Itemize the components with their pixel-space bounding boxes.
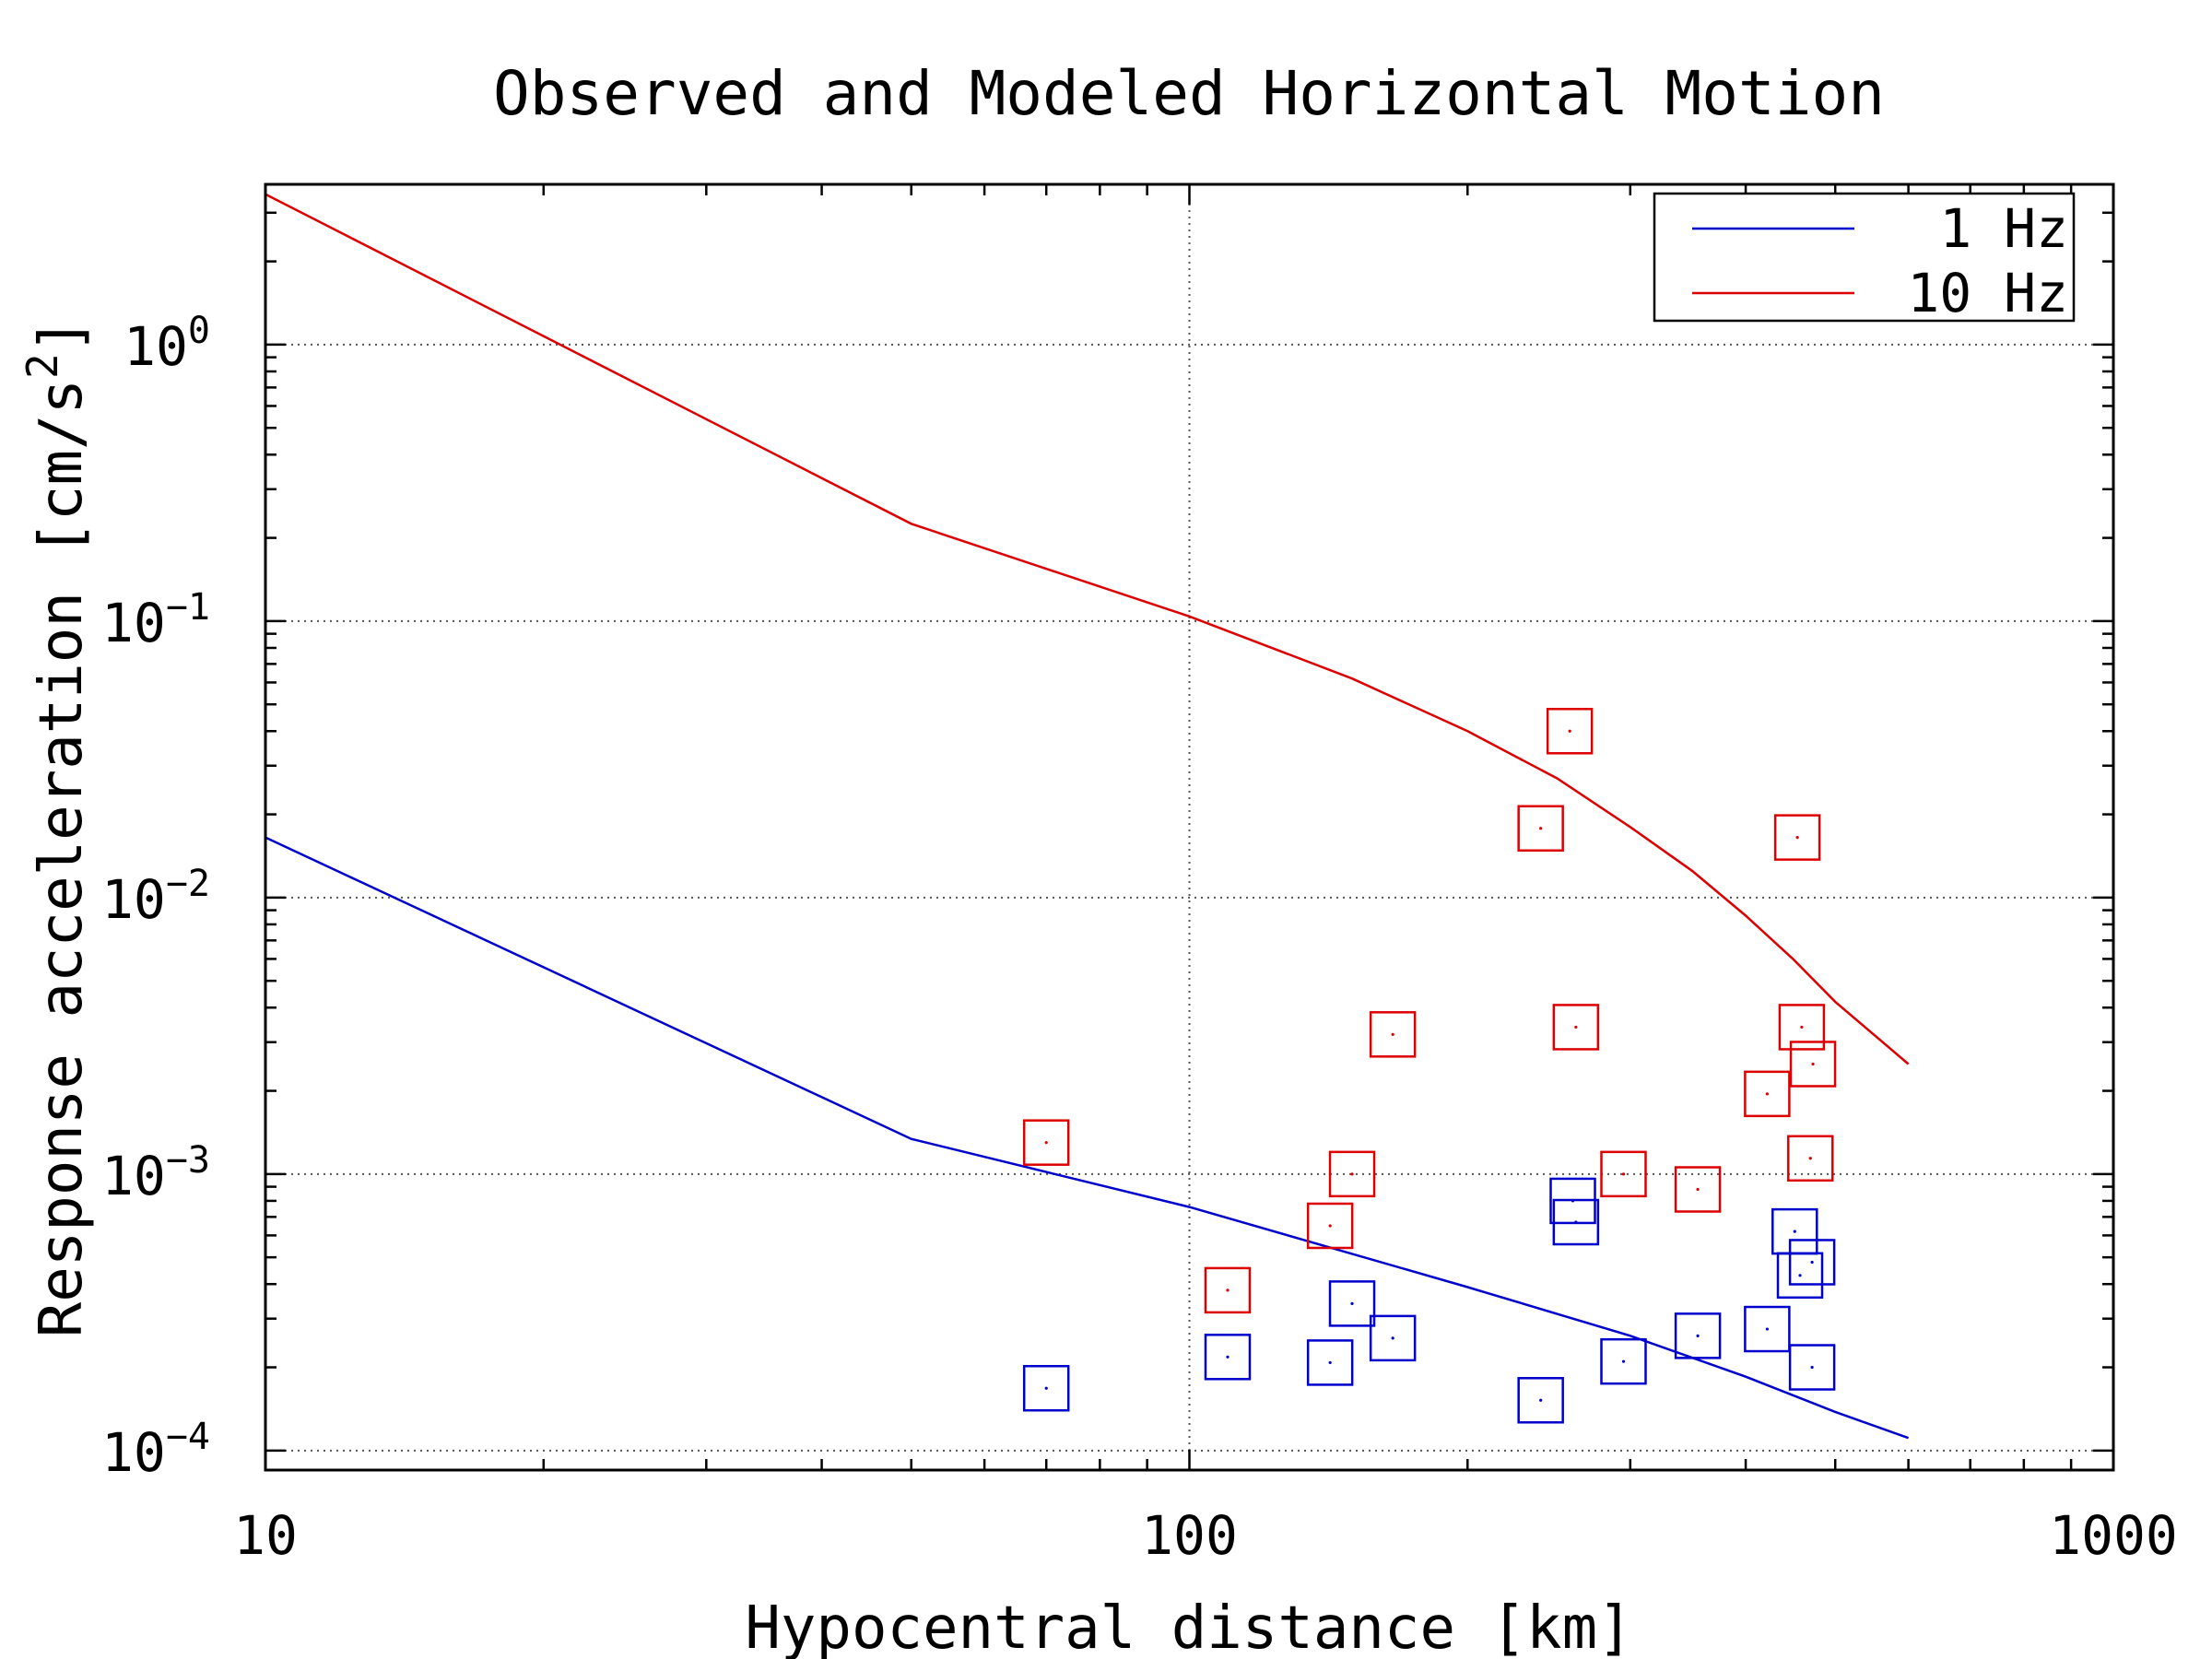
- data-marker: [1204, 1266, 1252, 1314]
- data-marker-center: [1044, 1386, 1048, 1390]
- data-marker-center: [1793, 1230, 1796, 1233]
- y-tick-exponent: −4: [166, 1416, 210, 1458]
- y-tick-base: 10: [101, 1145, 166, 1207]
- data-marker: [1787, 1135, 1834, 1182]
- data-marker-center: [1226, 1355, 1230, 1359]
- y-tick-label: 100: [124, 310, 210, 378]
- data-marker: [1773, 814, 1821, 861]
- data-marker: [1778, 1004, 1826, 1051]
- ticks: [264, 184, 2113, 1470]
- data-marker-center: [1795, 836, 1799, 840]
- y-tick-base: 10: [124, 315, 188, 378]
- data-marker-center: [1391, 1032, 1394, 1036]
- data-marker: [1744, 1305, 1791, 1353]
- data-marker-center: [1810, 1260, 1814, 1265]
- x-tick-labels: 10 100 1000: [233, 1504, 2178, 1567]
- y-tick-label: 10−3: [101, 1139, 210, 1207]
- data-marker-center: [1226, 1288, 1230, 1292]
- data-marker-center: [1328, 1224, 1332, 1228]
- legend-label: 1 Hz: [1939, 197, 2068, 260]
- data-marker-center: [1044, 1141, 1048, 1145]
- y-tick-exponent: 0: [188, 310, 210, 352]
- data-marker-center: [1765, 1327, 1769, 1331]
- legend-box: [1653, 192, 2076, 323]
- data-marker-center: [1574, 1025, 1578, 1030]
- data-marker: [1744, 1070, 1791, 1118]
- y-tick-exponent: −2: [166, 863, 210, 905]
- data-marker-center: [1568, 729, 1571, 733]
- data-marker: [1517, 805, 1564, 853]
- series-lines: [265, 193, 1910, 1440]
- data-marker: [1600, 1337, 1647, 1385]
- data-marker: [1788, 1344, 1836, 1391]
- data-marker-center: [1696, 1187, 1700, 1192]
- x-tick-label: 1000: [2049, 1504, 2178, 1567]
- data-marker: [1789, 1041, 1837, 1088]
- data-marker-center: [1808, 1157, 1812, 1160]
- y-tick-base: 10: [101, 1421, 166, 1484]
- y-tick-label: 10−4: [101, 1416, 210, 1484]
- y-axis-label-end: ]: [28, 318, 96, 354]
- data-marker-center: [1574, 1220, 1578, 1224]
- chart-title: Observed and Modeled Horizontal Motion: [493, 58, 1885, 129]
- y-axis-label-sup: 2: [18, 353, 67, 379]
- data-marker: [1022, 1119, 1070, 1166]
- data-marker: [1517, 1377, 1564, 1424]
- data-marker-center: [1391, 1336, 1394, 1340]
- data-marker-center: [1800, 1025, 1804, 1030]
- data-marker: [1204, 1334, 1252, 1381]
- y-tick-base: 10: [101, 592, 166, 654]
- y-axis-label-text: Response acceleration [cm/s: [28, 379, 96, 1337]
- y-tick-exponent: −3: [166, 1139, 210, 1182]
- y-tick-label: 10−1: [101, 586, 210, 654]
- data-marker-center: [1696, 1334, 1700, 1337]
- data-marker-center: [1539, 1398, 1543, 1402]
- series-line-10-hz: [265, 193, 1910, 1065]
- data-marker-center: [1350, 1301, 1354, 1305]
- data-marker-center: [1539, 827, 1543, 830]
- markers: [1022, 708, 1837, 1424]
- x-axis-label: Hypocentral distance [km]: [745, 1594, 1632, 1659]
- data-marker: [1552, 1198, 1600, 1246]
- y-tick-exponent: −1: [166, 586, 210, 629]
- data-marker: [1674, 1166, 1722, 1213]
- legend-label: 10 Hz: [1907, 262, 2068, 324]
- data-marker-center: [1621, 1172, 1626, 1176]
- data-marker-center: [1798, 1274, 1802, 1277]
- y-tick-base: 10: [101, 868, 166, 931]
- data-marker-center: [1621, 1359, 1626, 1363]
- data-marker: [1328, 1150, 1376, 1198]
- data-marker: [1369, 1011, 1417, 1058]
- data-marker: [1546, 708, 1594, 755]
- data-marker: [1328, 1280, 1376, 1327]
- data-marker-center: [1810, 1365, 1814, 1370]
- data-marker: [1788, 1239, 1836, 1286]
- y-axis-label: Response acceleration [cm/s2]: [18, 318, 96, 1338]
- data-marker: [1674, 1312, 1722, 1359]
- data-marker-center: [1765, 1092, 1769, 1096]
- data-marker: [1022, 1364, 1070, 1412]
- y-tick-label: 10−2: [101, 863, 210, 931]
- data-marker: [1369, 1314, 1417, 1362]
- x-tick-label: 10: [233, 1504, 298, 1567]
- data-marker: [1552, 1004, 1600, 1051]
- x-tick-label: 100: [1141, 1504, 1238, 1567]
- data-marker: [1306, 1339, 1354, 1386]
- data-marker: [1776, 1252, 1824, 1300]
- data-marker: [1600, 1150, 1647, 1198]
- data-marker-center: [1811, 1062, 1815, 1066]
- data-marker-center: [1350, 1172, 1354, 1176]
- series-line-1-hz: [265, 836, 1910, 1440]
- data-marker: [1306, 1202, 1354, 1250]
- data-marker-center: [1328, 1360, 1332, 1365]
